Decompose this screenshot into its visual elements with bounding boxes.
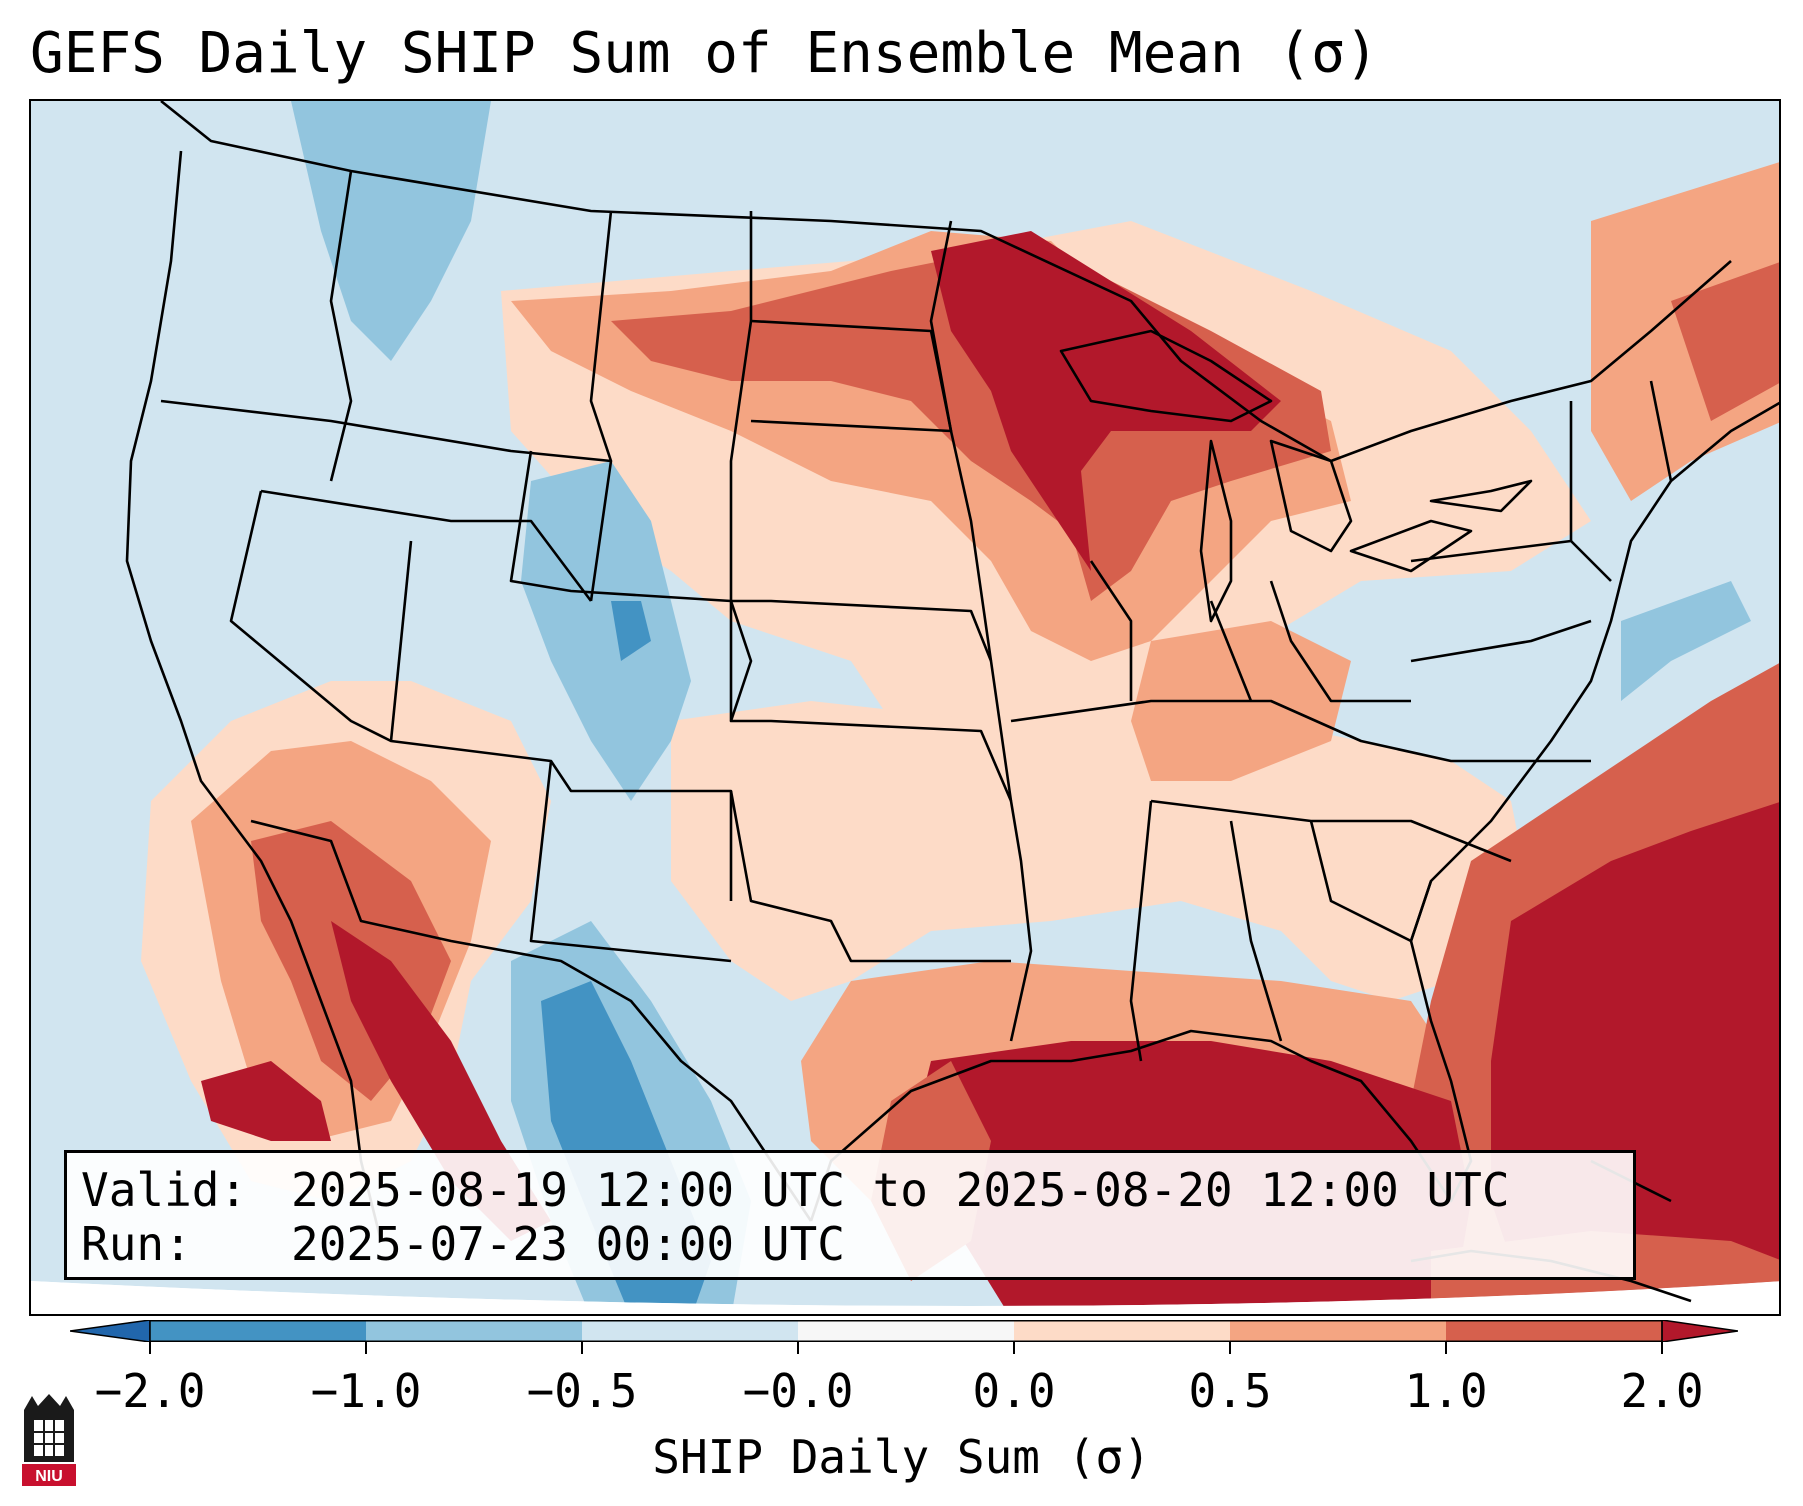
colorbar-tick xyxy=(365,1342,367,1354)
run-label: Run: xyxy=(81,1217,192,1271)
colorbar-tick xyxy=(1661,1342,1663,1354)
anomaly-region-dark-red-north xyxy=(931,231,1281,571)
colorbar-label: SHIP Daily Sum (σ) xyxy=(652,1430,1151,1484)
colorbar-bin-1 xyxy=(150,1320,366,1342)
anomaly-region-light-red-south xyxy=(671,701,1531,1001)
logo-text: NIU xyxy=(35,1468,63,1485)
map-panel xyxy=(29,99,1781,1316)
colorbar-tick xyxy=(149,1342,151,1354)
valid-run-info-box: Valid: 2025-08-19 12:00 UTC to 2025-08-20… xyxy=(64,1150,1636,1280)
colorbar-bin-zero xyxy=(798,1320,1014,1342)
colorbar-bin-3 xyxy=(582,1320,798,1342)
colorbar-ticks: −2.0 −1.0 −0.5 −0.0 0.0 0.5 1.0 2.0 xyxy=(0,1342,1803,1418)
colorbar-tick-label: −1.0 xyxy=(310,1364,422,1418)
anomaly-region-blue-midatlantic xyxy=(1621,581,1751,701)
colorbar-tick xyxy=(797,1342,799,1354)
colorbar-bin-6 xyxy=(1446,1320,1662,1342)
colorbar-tick xyxy=(1229,1342,1231,1354)
colorbar-bin-4 xyxy=(1014,1320,1230,1342)
colorbar-tick-label: 0.5 xyxy=(1188,1364,1272,1418)
colorbar xyxy=(70,1320,1738,1342)
valid-value: 2025-08-19 12:00 UTC to 2025-08-20 12:00… xyxy=(291,1163,1510,1217)
colorbar-bin-2 xyxy=(366,1320,582,1342)
colorbar-tick-label: −0.5 xyxy=(526,1364,638,1418)
map-title: GEFS Daily SHIP Sum of Ensemble Mean (σ) xyxy=(30,21,1379,86)
colorbar-tick-label: 1.0 xyxy=(1404,1364,1488,1418)
colorbar-extend-high xyxy=(1661,1320,1738,1342)
colorbar-tick xyxy=(1445,1342,1447,1354)
map-canvas xyxy=(31,101,1779,1314)
anomaly-region-blue-rockies xyxy=(521,461,691,801)
colorbar-tick-label: 0.0 xyxy=(972,1364,1056,1418)
colorbar-bin-5 xyxy=(1230,1320,1446,1342)
colorbar-tick-label: 2.0 xyxy=(1620,1364,1704,1418)
anomaly-region-dark-red-northeast xyxy=(1671,261,1779,421)
colorbar-tick-label: −2.0 xyxy=(94,1364,206,1418)
anomaly-region-blue-northwest xyxy=(291,101,491,361)
run-value: 2025-07-23 00:00 UTC xyxy=(291,1217,845,1271)
off-domain-area xyxy=(31,1281,1779,1314)
anomaly-region-dark-red-pacific xyxy=(201,1061,331,1141)
colorbar-extend-low xyxy=(70,1320,151,1342)
colorbar-tick-label: −0.0 xyxy=(742,1364,854,1418)
niu-logo: NIU xyxy=(22,1394,76,1486)
anomaly-region-dark-blue-colorado xyxy=(611,601,651,661)
colorbar-tick xyxy=(1013,1342,1015,1354)
valid-label: Valid: xyxy=(81,1163,248,1217)
colorbar-tick xyxy=(581,1342,583,1354)
